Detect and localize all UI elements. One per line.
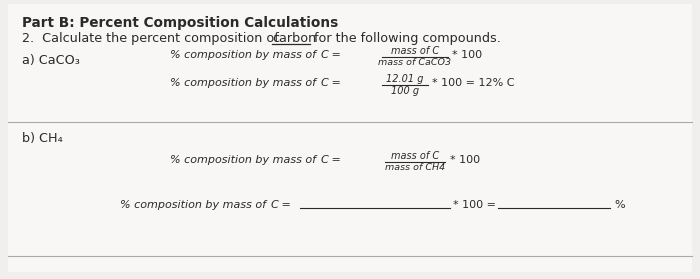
Text: mass of CaCO3: mass of CaCO3 — [379, 58, 452, 67]
Text: %: % — [614, 200, 624, 210]
Text: mass of C: mass of C — [391, 46, 439, 56]
Text: % composition by mass of: % composition by mass of — [170, 50, 319, 60]
Text: =: = — [328, 155, 341, 165]
Text: Part B: Percent Composition Calculations: Part B: Percent Composition Calculations — [22, 16, 338, 30]
Text: C: C — [321, 78, 329, 88]
Text: C: C — [271, 200, 279, 210]
Text: C: C — [321, 50, 329, 60]
Text: % composition by mass of: % composition by mass of — [120, 200, 270, 210]
Text: 2.  Calculate the percent composition of: 2. Calculate the percent composition of — [22, 32, 283, 45]
Text: * 100: * 100 — [452, 50, 482, 60]
Text: mass of CH4: mass of CH4 — [385, 163, 445, 172]
Text: 100 g: 100 g — [391, 86, 419, 96]
Text: 12.01 g: 12.01 g — [386, 74, 424, 84]
Text: % composition by mass of: % composition by mass of — [170, 78, 319, 88]
FancyBboxPatch shape — [8, 4, 692, 272]
Text: b) CH₄: b) CH₄ — [22, 132, 63, 145]
Text: * 100 = 12% C: * 100 = 12% C — [432, 78, 514, 88]
Text: C: C — [321, 155, 329, 165]
Text: a) CaCO₃: a) CaCO₃ — [22, 54, 80, 67]
Text: carbon: carbon — [272, 32, 316, 45]
Text: * 100 =: * 100 = — [453, 200, 496, 210]
Text: % composition by mass of: % composition by mass of — [170, 155, 319, 165]
Text: mass of C: mass of C — [391, 151, 439, 161]
Text: * 100: * 100 — [450, 155, 480, 165]
Text: =: = — [328, 50, 341, 60]
Text: for the following compounds.: for the following compounds. — [310, 32, 501, 45]
Text: =: = — [278, 200, 291, 210]
Text: =: = — [328, 78, 341, 88]
